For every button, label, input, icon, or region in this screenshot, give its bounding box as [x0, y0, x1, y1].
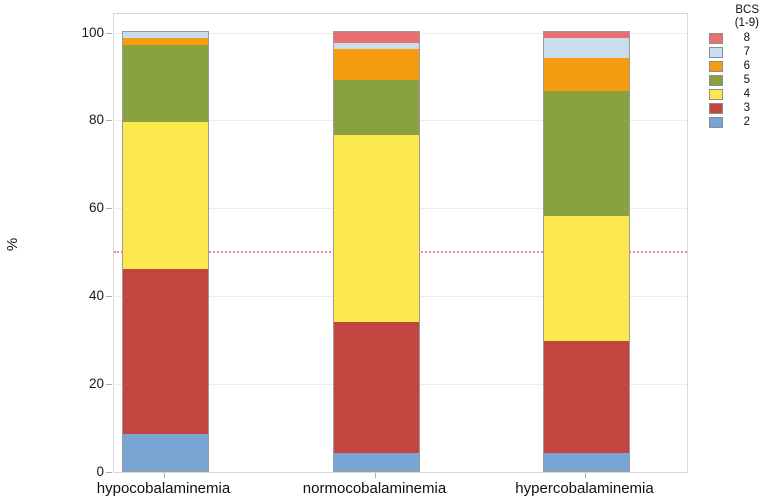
y-tick-label-40: 40 — [88, 288, 104, 304]
bar-segment-bcs-3 — [544, 341, 629, 454]
y-tick-label-60: 60 — [88, 200, 104, 216]
legend-row-bcs-4: 4 — [709, 88, 760, 100]
bar-segment-bcs-2 — [334, 453, 419, 471]
legend-swatch-bcs-6 — [709, 60, 723, 72]
legend-label-bcs-7: 7 — [743, 46, 750, 58]
legend-swatch-bcs-5 — [709, 74, 723, 86]
x-tick-label-normocobalaminemia: normocobalaminemia — [302, 480, 447, 497]
legend-row-bcs-7: 7 — [709, 46, 760, 58]
y-tick-mark-0 — [106, 472, 112, 473]
legend-swatch-bcs-7 — [709, 46, 723, 58]
legend-swatch-bcs-2 — [709, 116, 723, 128]
y-tick-label-80: 80 — [88, 112, 104, 128]
bar-segment-bcs-5 — [334, 79, 419, 135]
x-tick-label-hypercobalaminemia: hypercobalaminemia — [515, 480, 654, 497]
plot-area — [113, 13, 688, 473]
legend-swatch-bcs-8 — [709, 32, 723, 44]
x-tick-mark-hypercobalaminemia — [584, 473, 586, 478]
legend-label-bcs-6: 6 — [743, 60, 750, 72]
bar-segment-bcs-3 — [123, 268, 208, 434]
bar-segment-bcs-6 — [123, 38, 208, 45]
y-tick-label-0: 0 — [96, 464, 104, 479]
bar-segment-bcs-2 — [123, 433, 208, 471]
bar-segment-bcs-3 — [334, 321, 419, 454]
bar-hypocobalaminemia — [122, 30, 209, 472]
legend-swatch-bcs-3 — [709, 102, 723, 114]
y-tick-mark-20 — [106, 384, 112, 386]
legend-label-bcs-3: 3 — [743, 102, 750, 114]
bar-hypercobalaminemia — [543, 30, 630, 472]
legend-swatch-bcs-4 — [709, 88, 723, 100]
y-tick-label-100: 100 — [81, 24, 104, 40]
legend-label-bcs-2: 2 — [743, 116, 750, 128]
y-tick-mark-100 — [106, 32, 112, 34]
x-tick-mark-normocobalaminemia — [374, 473, 376, 478]
legend-title: BCS — [735, 4, 759, 16]
bar-segment-bcs-5 — [123, 44, 208, 122]
legend-entries: 8 7 6 5 4 3 2 — [701, 32, 760, 128]
bar-segment-bcs-5 — [544, 90, 629, 217]
legend-label-bcs-5: 5 — [743, 74, 750, 86]
bar-segment-bcs-4 — [544, 216, 629, 342]
legend-row-bcs-3: 3 — [709, 102, 760, 114]
bar-segment-bcs-7 — [544, 38, 629, 58]
bar-segment-bcs-7 — [123, 31, 208, 39]
legend: BCS (1-9) 8 7 6 5 4 3 2 — [701, 4, 760, 130]
y-tick-label-20: 20 — [88, 376, 104, 392]
legend-label-bcs-4: 4 — [743, 88, 750, 100]
legend-label-bcs-8: 8 — [743, 32, 750, 44]
x-tick-label-hypocobalaminemia: hypocobalaminemia — [96, 480, 231, 497]
legend-row-bcs-5: 5 — [709, 74, 760, 86]
legend-row-bcs-8: 8 — [709, 32, 760, 44]
y-tick-mark-40 — [106, 296, 112, 298]
x-tick-mark-hypocobalaminemia — [163, 473, 165, 478]
bar-segment-bcs-2 — [544, 453, 629, 471]
bar-segment-bcs-7 — [334, 42, 419, 50]
bar-segment-bcs-8 — [544, 31, 629, 39]
legend-row-bcs-2: 2 — [709, 116, 760, 128]
legend-row-bcs-6: 6 — [709, 60, 760, 72]
bar-normocobalaminemia — [333, 30, 420, 472]
bar-segment-bcs-6 — [544, 57, 629, 91]
y-axis-title: % — [4, 237, 22, 252]
bar-segment-bcs-4 — [123, 121, 208, 269]
y-tick-mark-60 — [106, 208, 112, 210]
legend-subtitle: (1-9) — [734, 17, 759, 29]
bar-segment-bcs-8 — [334, 31, 419, 43]
bar-segment-bcs-6 — [334, 49, 419, 80]
bar-segment-bcs-4 — [334, 134, 419, 322]
y-tick-mark-80 — [106, 120, 112, 122]
